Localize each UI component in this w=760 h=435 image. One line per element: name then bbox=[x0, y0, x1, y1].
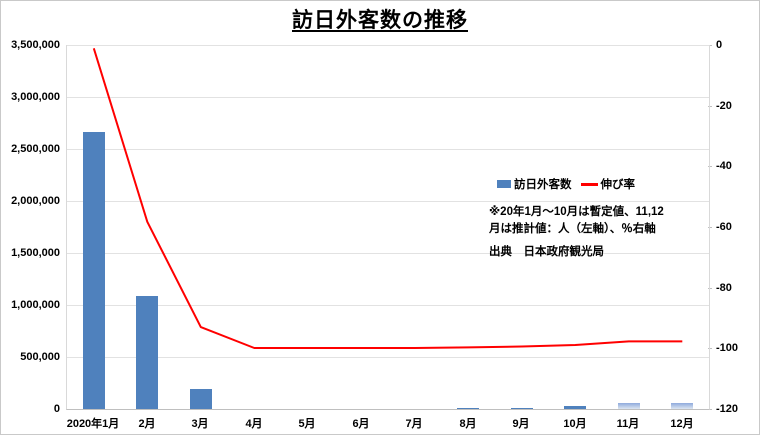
bar-12月 bbox=[671, 403, 693, 409]
left-axis-tick-label: 3,500,000 bbox=[11, 39, 60, 51]
x-axis-label-7: 7月 bbox=[405, 418, 423, 430]
x-axis-label-1: 2020年1月 bbox=[66, 418, 120, 430]
right-axis-tick-mark bbox=[708, 106, 712, 107]
bar-9月 bbox=[511, 408, 533, 409]
x-axis-label-3: 3月 bbox=[191, 418, 209, 430]
bar-8月 bbox=[457, 408, 479, 409]
bar-series-swatch-icon bbox=[497, 180, 511, 188]
line-series-swatch-icon bbox=[580, 182, 598, 186]
gridline bbox=[67, 253, 709, 254]
annotation-note-line2: 月は推計値：人（左軸）、％右軸 bbox=[489, 223, 656, 235]
annotation-note-line1: ※20年1月～10月は暫定値、11,12 bbox=[489, 206, 664, 218]
x-axis-label-9: 9月 bbox=[512, 418, 530, 430]
left-axis-tick-label: 2,500,000 bbox=[11, 143, 60, 155]
bar-2020年1月 bbox=[83, 132, 105, 409]
right-axis-tick-label: -20 bbox=[716, 100, 732, 112]
bar-11月 bbox=[618, 403, 640, 409]
x-axis-label-6: 6月 bbox=[352, 418, 370, 430]
gridline bbox=[67, 45, 709, 46]
right-axis-tick-label: -80 bbox=[716, 282, 732, 294]
legend: 訪日外客数 伸び率 bbox=[497, 176, 635, 192]
right-axis-tick-label: -40 bbox=[716, 160, 732, 172]
annotation-note: ※20年1月～10月は暫定値、11,12 月は推計値：人（左軸）、％右軸 bbox=[489, 204, 669, 238]
gridline bbox=[67, 305, 709, 306]
right-axis-tick-label: -60 bbox=[716, 221, 732, 233]
plot-area bbox=[66, 45, 710, 410]
x-axis-label-10: 10月 bbox=[563, 418, 587, 430]
legend-item-growth-rate: 伸び率 bbox=[580, 176, 636, 192]
bar-10月 bbox=[564, 406, 586, 409]
gridline bbox=[67, 357, 709, 358]
right-axis-tick-label: -120 bbox=[716, 403, 739, 415]
x-axis-label-11: 11月 bbox=[616, 418, 640, 430]
legend-item-visitors: 訪日外客数 bbox=[497, 176, 572, 192]
x-axis-label-8: 8月 bbox=[459, 418, 477, 430]
source-note: 出典 日本政府観光局 bbox=[489, 246, 604, 258]
right-axis-tick-mark bbox=[708, 227, 712, 228]
gridline bbox=[67, 201, 709, 202]
left-axis-tick-label: 500,000 bbox=[20, 351, 60, 363]
right-axis-tick-mark bbox=[708, 288, 712, 289]
right-axis-tick-mark bbox=[708, 45, 712, 46]
gridline bbox=[67, 149, 709, 150]
legend-label-growth-rate: 伸び率 bbox=[600, 179, 636, 191]
right-axis-tick-mark bbox=[708, 166, 712, 167]
left-axis-tick-label: 2,000,000 bbox=[11, 195, 60, 207]
right-axis-tick-label: -100 bbox=[716, 342, 739, 354]
x-axis-label-2: 2月 bbox=[138, 418, 156, 430]
right-axis-tick-label: 0 bbox=[716, 39, 723, 51]
growth-rate-line bbox=[92, 48, 683, 349]
left-axis-tick-label: 0 bbox=[53, 403, 60, 415]
bar-2月 bbox=[136, 296, 158, 409]
left-axis-tick-label: 3,000,000 bbox=[11, 91, 60, 103]
x-axis-label-5: 5月 bbox=[298, 418, 316, 430]
x-axis-label-4: 4月 bbox=[245, 418, 263, 430]
right-axis-tick-mark bbox=[708, 348, 712, 349]
chart-title: 訪日外客数の推移 bbox=[292, 9, 468, 32]
left-axis-tick-label: 1,000,000 bbox=[11, 299, 60, 311]
bar-3月 bbox=[190, 389, 212, 409]
gridline bbox=[67, 97, 709, 98]
right-axis-tick-mark bbox=[708, 409, 712, 410]
x-axis-label-12: 12月 bbox=[670, 418, 694, 430]
legend-label-visitors: 訪日外客数 bbox=[514, 179, 572, 191]
left-axis-tick-label: 1,500,000 bbox=[11, 247, 60, 259]
